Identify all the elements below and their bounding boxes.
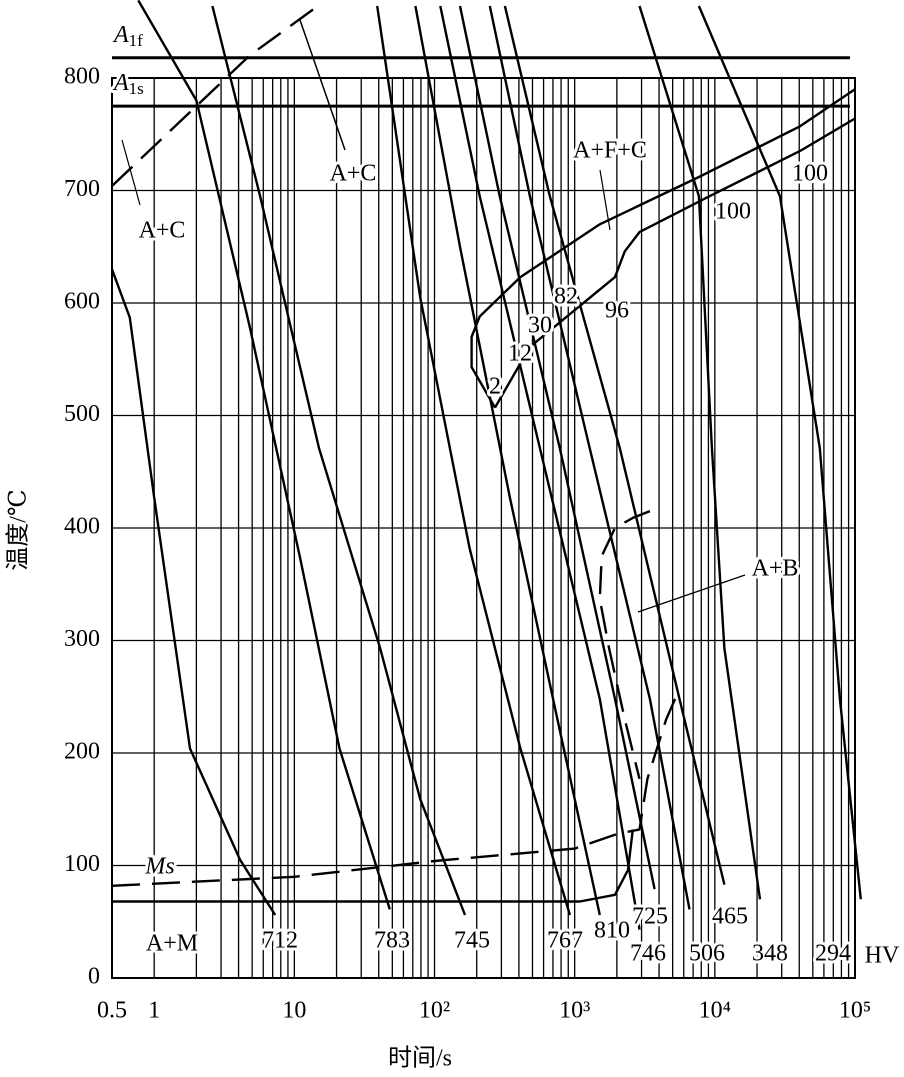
y-tick-label: 100 — [64, 851, 100, 877]
hardness-label: 348 — [752, 941, 788, 967]
plot-frame — [111, 77, 856, 979]
curve — [470, 88, 856, 409]
hardness-label: 783 — [374, 928, 410, 954]
annotation: 2 — [489, 374, 501, 400]
hardness-label: 506 — [689, 941, 725, 967]
hardness-label: 746 — [630, 941, 666, 967]
annotation: 30 — [528, 313, 552, 339]
annotation: Ms — [144, 854, 174, 880]
curve — [458, 5, 656, 890]
x-tick-label: 0.5 — [97, 998, 127, 1024]
annotation: 96 — [605, 298, 629, 324]
curve — [598, 509, 651, 780]
grid — [111, 77, 856, 979]
y-tick-label: 0 — [88, 964, 100, 990]
annotation: A+C — [139, 218, 186, 244]
reference-label-main: A — [112, 70, 129, 96]
x-tick-label: 10³ — [559, 998, 590, 1024]
curve — [439, 5, 641, 930]
curve — [414, 5, 601, 916]
reference-label-sub: 1f — [129, 31, 144, 50]
x-tick-label: 10² — [419, 998, 450, 1024]
annotation: 100 — [715, 199, 751, 225]
curve — [137, 0, 391, 910]
y-tick-label: 700 — [64, 176, 100, 202]
annotation: A+B — [752, 556, 799, 582]
hardness-label: 294 — [815, 941, 851, 967]
annotation: A+M — [146, 931, 198, 957]
y-tick-label: 200 — [64, 739, 100, 765]
reference-label: A1f — [112, 21, 143, 49]
hardness-label: 712 — [262, 928, 298, 954]
annotation: 82 — [554, 284, 578, 310]
x-tick-label: 10 — [282, 998, 306, 1024]
y-tick-label: 800 — [64, 64, 100, 90]
curve — [211, 5, 467, 916]
x-tick-label: 1 — [148, 998, 160, 1024]
y-tick-label: 300 — [64, 626, 100, 652]
curve — [111, 5, 319, 187]
reference-label-sub: 1s — [129, 79, 144, 98]
annotation: A+C — [330, 161, 377, 187]
curve — [112, 829, 634, 903]
hardness-label: 465 — [712, 904, 748, 930]
hardness-label: 725 — [632, 904, 668, 930]
hardness-label: 767 — [547, 928, 583, 954]
x-axis-label: 时间/s — [388, 1045, 452, 1072]
y-tick-label: 600 — [64, 289, 100, 315]
leader-line — [299, 19, 346, 151]
x-tick-label: 10⁴ — [699, 998, 731, 1024]
leader-line — [637, 574, 746, 613]
curve — [376, 5, 572, 916]
curve — [110, 268, 277, 916]
annotation: 12 — [508, 341, 532, 367]
annotation: A+F+C — [573, 138, 647, 164]
curve — [488, 5, 691, 910]
leader-line — [121, 139, 141, 206]
reference-label: A1s — [112, 70, 144, 98]
y-tick-label: 500 — [64, 401, 100, 427]
curve — [111, 688, 681, 887]
y-axis-label: 温度/℃ — [5, 489, 32, 571]
reference-label-main: A — [112, 21, 129, 47]
curve — [493, 117, 856, 409]
y-tick-label: 400 — [64, 514, 100, 540]
x-tick-label: 10⁵ — [839, 998, 871, 1024]
curve — [638, 5, 762, 900]
annotation: 100 — [792, 161, 828, 187]
curve — [697, 5, 862, 900]
curve — [503, 5, 726, 885]
hardness-label: 810 — [594, 918, 630, 944]
annotation: HV — [865, 943, 900, 969]
hardness-label: 745 — [454, 928, 490, 954]
